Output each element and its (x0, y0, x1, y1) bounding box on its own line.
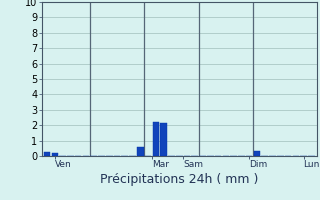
Bar (137, 147, 144, 156)
Bar (44, 152, 50, 156)
Bar (254, 151, 260, 156)
Bar (153, 122, 159, 156)
Bar (52, 153, 58, 156)
X-axis label: Précipitations 24h ( mm ): Précipitations 24h ( mm ) (100, 173, 258, 186)
Bar (160, 123, 167, 156)
